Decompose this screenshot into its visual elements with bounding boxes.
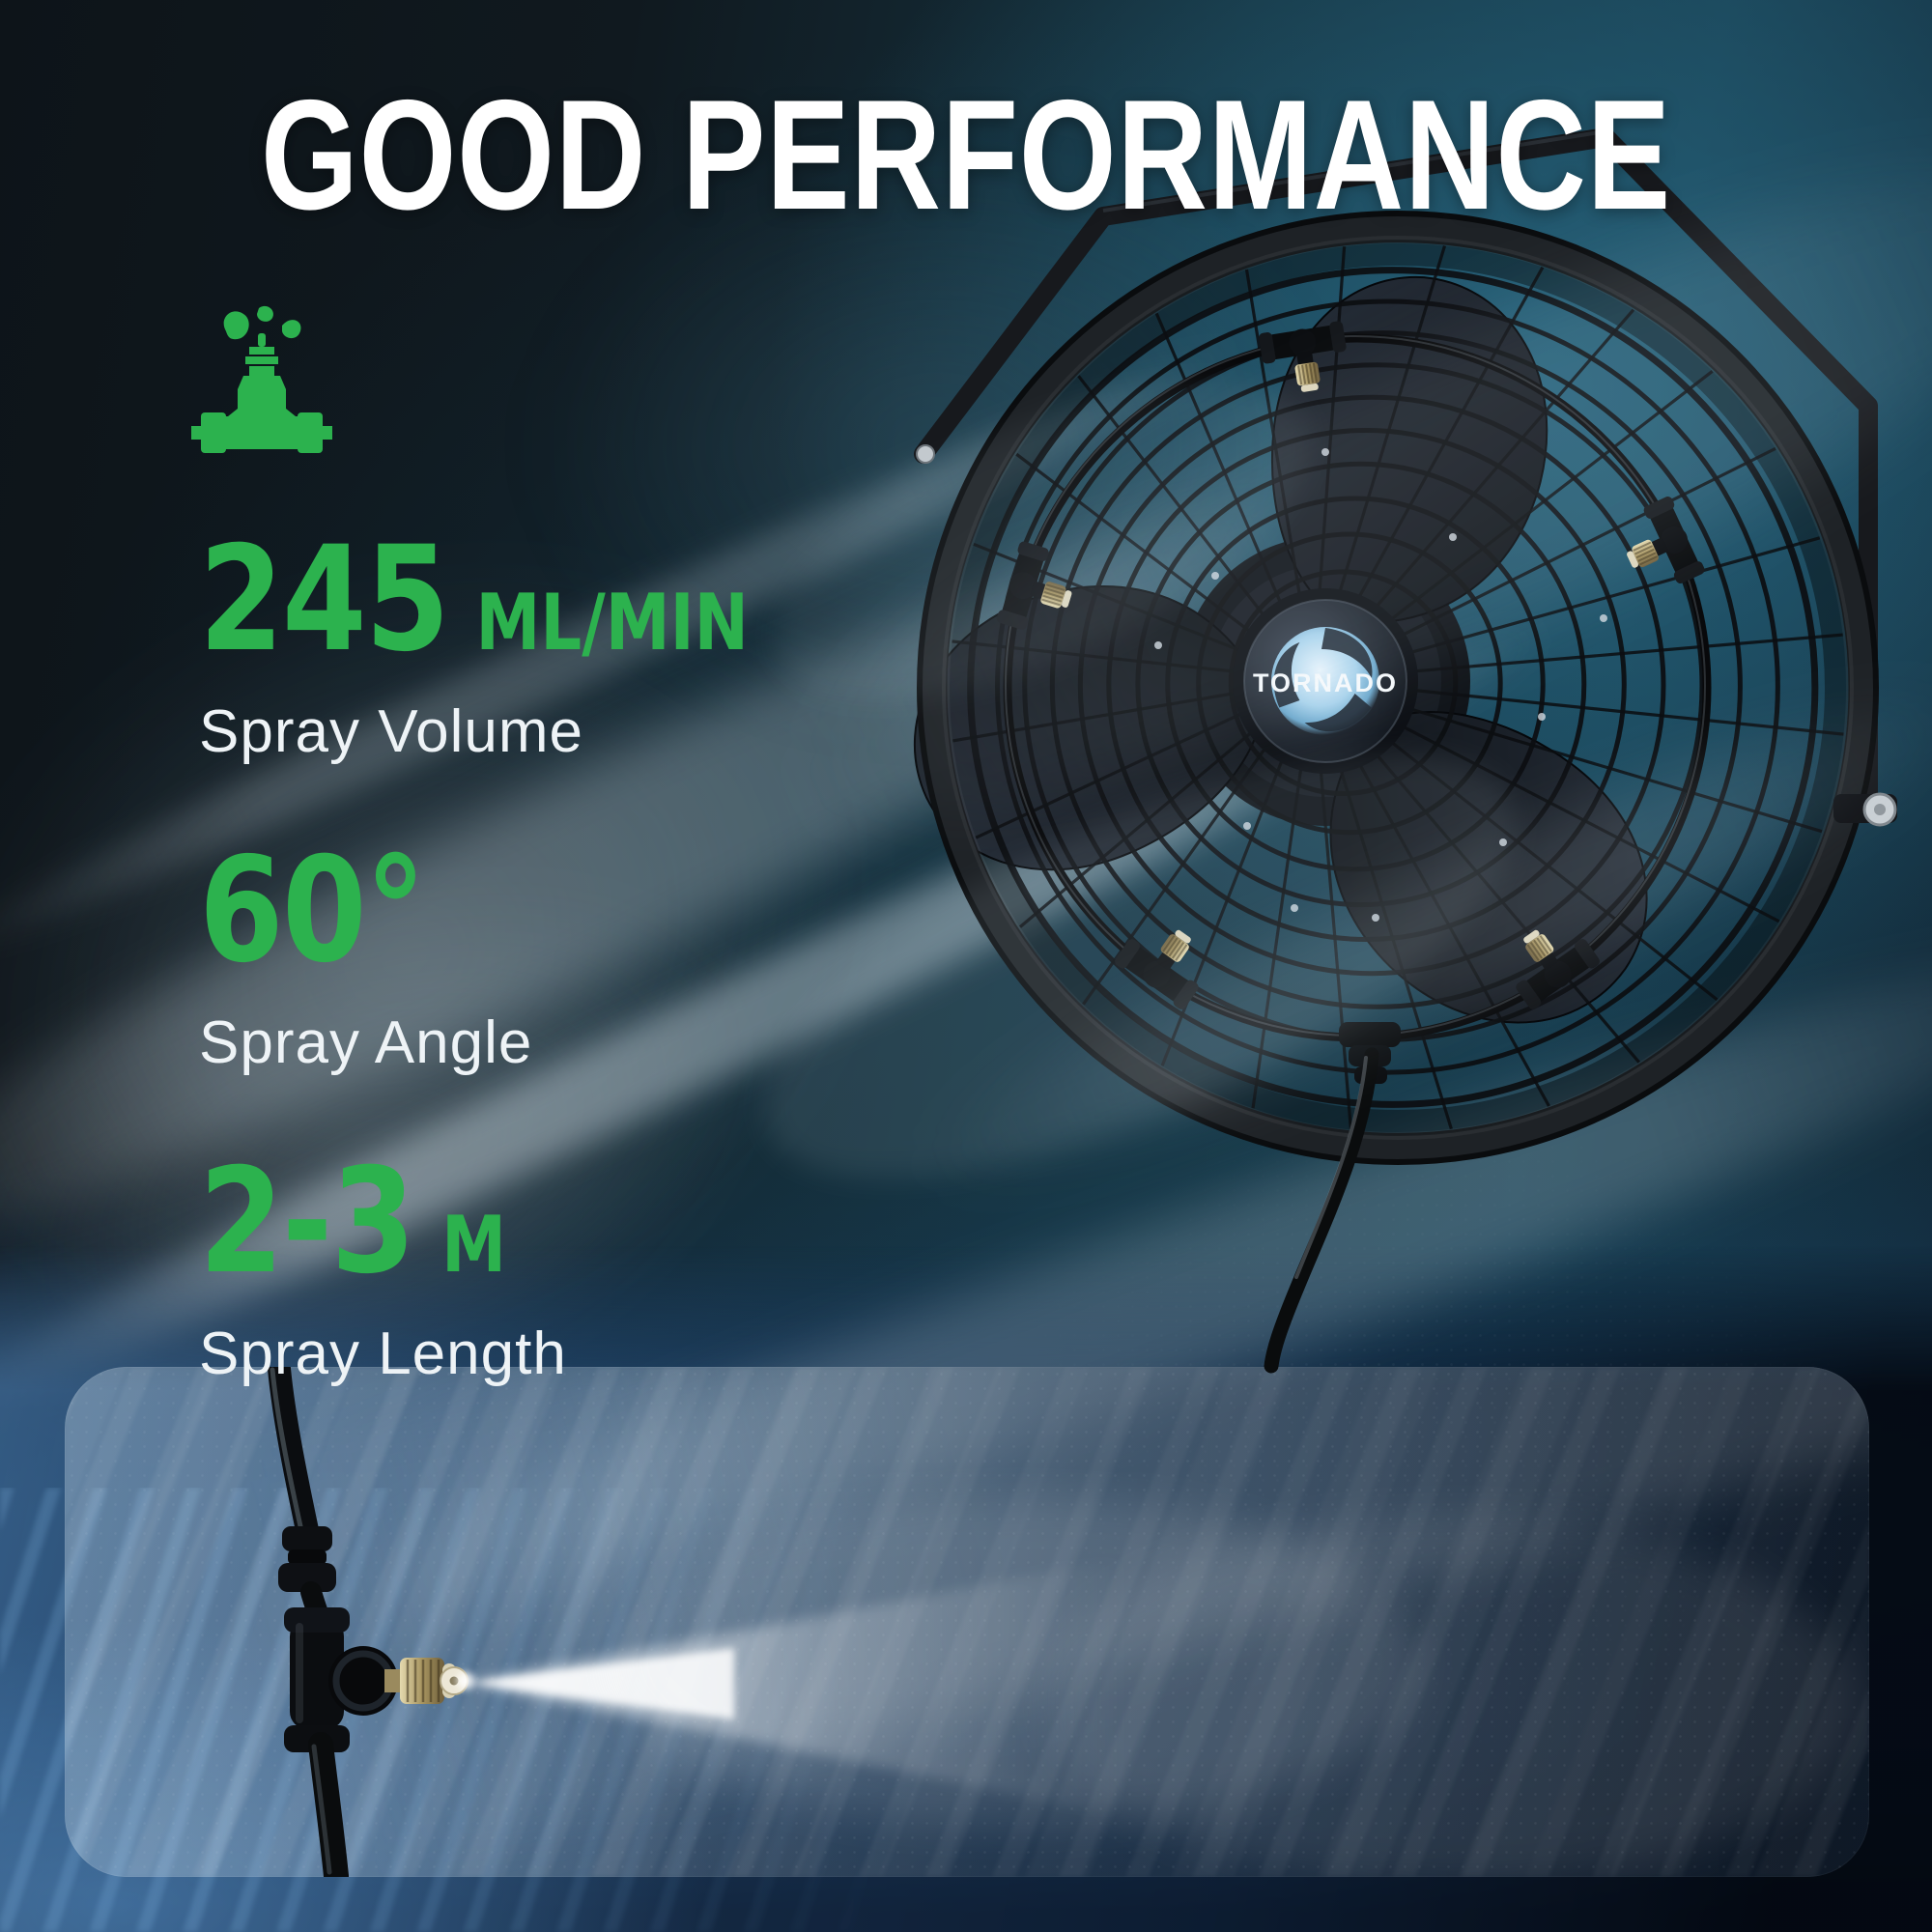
feature-spray-length: 2-3 M Spray Length bbox=[199, 1150, 567, 1387]
feature-label: Spray Length bbox=[199, 1321, 567, 1387]
brass-mist-nozzle bbox=[384, 1658, 474, 1704]
water-valve-spray-icon bbox=[191, 305, 332, 453]
fan-hub: TORNADO bbox=[1233, 588, 1418, 774]
feature-label: Spray Volume bbox=[199, 698, 583, 765]
nozzle-tube-upper bbox=[268, 1367, 319, 1542]
feature-value: 60° bbox=[199, 827, 426, 995]
nozzle-closeup bbox=[268, 1367, 1855, 1877]
feature-spray-volume: 245 ML/MIN Spray Volume bbox=[199, 527, 853, 765]
feature-unit: ML/MIN bbox=[475, 578, 749, 668]
feature-spray-angle: 60° Spray Angle bbox=[199, 838, 532, 1076]
hub-logo-text: TORNADO bbox=[1253, 668, 1398, 697]
feature-unit: M bbox=[441, 1200, 507, 1290]
page-title: GOOD PERFORMANCE bbox=[260, 68, 1672, 242]
bracket-pivot bbox=[1833, 792, 1897, 827]
compression-fitting bbox=[278, 1526, 336, 1592]
nozzle-tube-lower bbox=[308, 1732, 349, 1877]
mounting-bracket bbox=[914, 128, 1878, 811]
supply-tube bbox=[1264, 1047, 1379, 1374]
bracket-bolt bbox=[916, 444, 935, 464]
feature-label: Spray Angle bbox=[199, 1009, 533, 1076]
tee-fitting bbox=[284, 1607, 398, 1752]
feature-value: 245 bbox=[199, 516, 450, 684]
mist-spray bbox=[469, 1497, 1855, 1877]
feature-value: 2-3 bbox=[199, 1138, 415, 1306]
